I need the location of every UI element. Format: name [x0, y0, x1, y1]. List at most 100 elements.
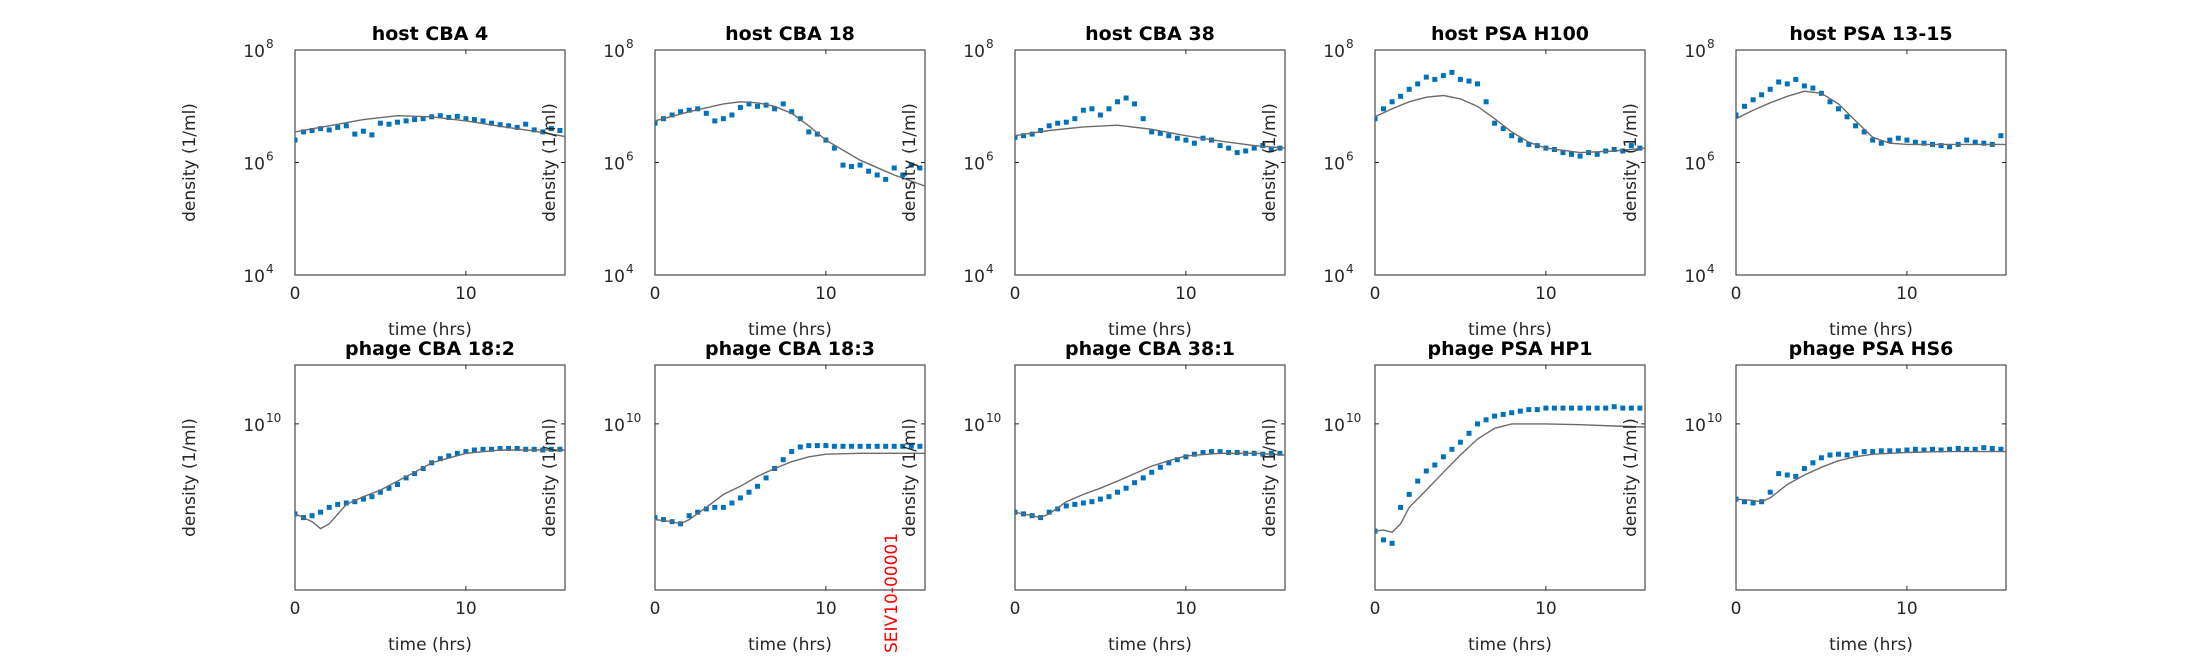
data-point: [840, 443, 846, 449]
data-point: [1793, 473, 1799, 479]
data-point: [489, 120, 494, 126]
data-point: [1423, 74, 1429, 80]
y-tick-label: 10: [603, 42, 625, 62]
data-point: [1234, 450, 1240, 455]
x-axis-label: time (hrs): [1468, 635, 1552, 655]
data-point: [506, 446, 512, 451]
data-point: [1767, 489, 1773, 495]
data-point: [1483, 417, 1489, 423]
plot-content: [1736, 445, 2006, 506]
data-point: [1055, 506, 1061, 512]
data-point: [454, 450, 460, 456]
x-tick-label: 0: [1010, 599, 1021, 619]
data-point: [1750, 97, 1756, 103]
data-point: [1389, 99, 1395, 105]
data-point: [655, 120, 658, 126]
data-point: [1878, 140, 1884, 146]
data-point: [695, 106, 701, 112]
data-point: [497, 122, 503, 128]
data-point: [1097, 112, 1103, 118]
data-point: [1844, 452, 1850, 458]
data-point: [335, 501, 341, 507]
data-point: [661, 517, 666, 523]
plot-content: [295, 113, 565, 143]
data-point: [866, 443, 872, 449]
y-tick-exponent: 8: [986, 37, 994, 51]
data-point: [377, 489, 383, 495]
data-point: [403, 475, 409, 481]
data-point: [1853, 450, 1859, 456]
data-point: [471, 447, 477, 453]
model-curve: [1736, 450, 2006, 503]
data-point: [446, 453, 452, 459]
data-point: [446, 115, 452, 120]
data-point: [1611, 147, 1617, 152]
watermark-text: SEIV10-00001: [882, 533, 902, 653]
data-point: [548, 126, 554, 132]
data-point: [1174, 457, 1180, 463]
data-point: [857, 162, 863, 168]
data-point: [1878, 448, 1884, 454]
data-point: [686, 107, 692, 113]
y-tick-exponent: 4: [1346, 262, 1354, 276]
data-point: [1466, 430, 1472, 436]
data-point: [1038, 128, 1044, 133]
data-point: [1534, 407, 1540, 413]
panel-title: phage CBA 18:2: [345, 338, 515, 360]
data-point: [1947, 446, 1953, 452]
data-point: [746, 489, 752, 495]
data-point: [489, 446, 494, 452]
data-point: [1157, 464, 1163, 470]
data-point: [1398, 504, 1404, 510]
data-point: [1603, 405, 1609, 411]
data-point: [1620, 405, 1626, 411]
data-point: [874, 443, 880, 449]
data-point: [1750, 500, 1756, 506]
data-point: [917, 443, 923, 449]
data-point: [797, 444, 803, 450]
x-tick-label: 0: [650, 599, 661, 619]
y-axis-label: density (1/ml): [900, 103, 920, 222]
data-point: [1526, 141, 1532, 147]
model-curve: [1015, 452, 1285, 519]
data-point: [917, 165, 923, 171]
x-tick-label: 10: [1175, 284, 1197, 304]
data-point: [703, 110, 709, 116]
data-point: [1492, 413, 1498, 419]
data-point: [1015, 134, 1018, 140]
data-point: [1046, 123, 1052, 129]
data-point: [1543, 405, 1549, 411]
data-point: [1381, 537, 1386, 543]
data-point: [823, 443, 829, 449]
x-tick-label: 10: [815, 284, 837, 304]
panel-title: phage CBA 38:1: [1065, 338, 1235, 360]
x-axis-label: time (hrs): [1829, 635, 1913, 655]
data-point: [1149, 129, 1155, 135]
y-axis-label: density (1/ml): [180, 103, 200, 222]
x-tick-label: 10: [1896, 284, 1918, 304]
data-point: [1449, 446, 1455, 452]
axes-box: [654, 364, 926, 591]
data-point: [1594, 405, 1600, 411]
data-point: [1904, 137, 1910, 143]
data-point: [1560, 150, 1566, 156]
data-point: [712, 504, 718, 510]
data-point: [1406, 86, 1412, 92]
data-point: [806, 129, 812, 135]
data-point: [1500, 126, 1506, 132]
data-point: [1836, 451, 1841, 457]
data-point: [369, 132, 375, 138]
data-point: [1628, 405, 1634, 411]
data-point: [1226, 450, 1232, 455]
data-point: [360, 128, 366, 134]
data-point: [352, 131, 358, 137]
y-tick-exponent: 6: [626, 150, 634, 164]
data-point: [514, 446, 520, 451]
x-tick-label: 0: [650, 284, 661, 304]
data-point: [655, 515, 658, 521]
data-point: [377, 120, 383, 126]
x-tick-label: 0: [1370, 599, 1381, 619]
x-axis-label: time (hrs): [1108, 320, 1192, 340]
